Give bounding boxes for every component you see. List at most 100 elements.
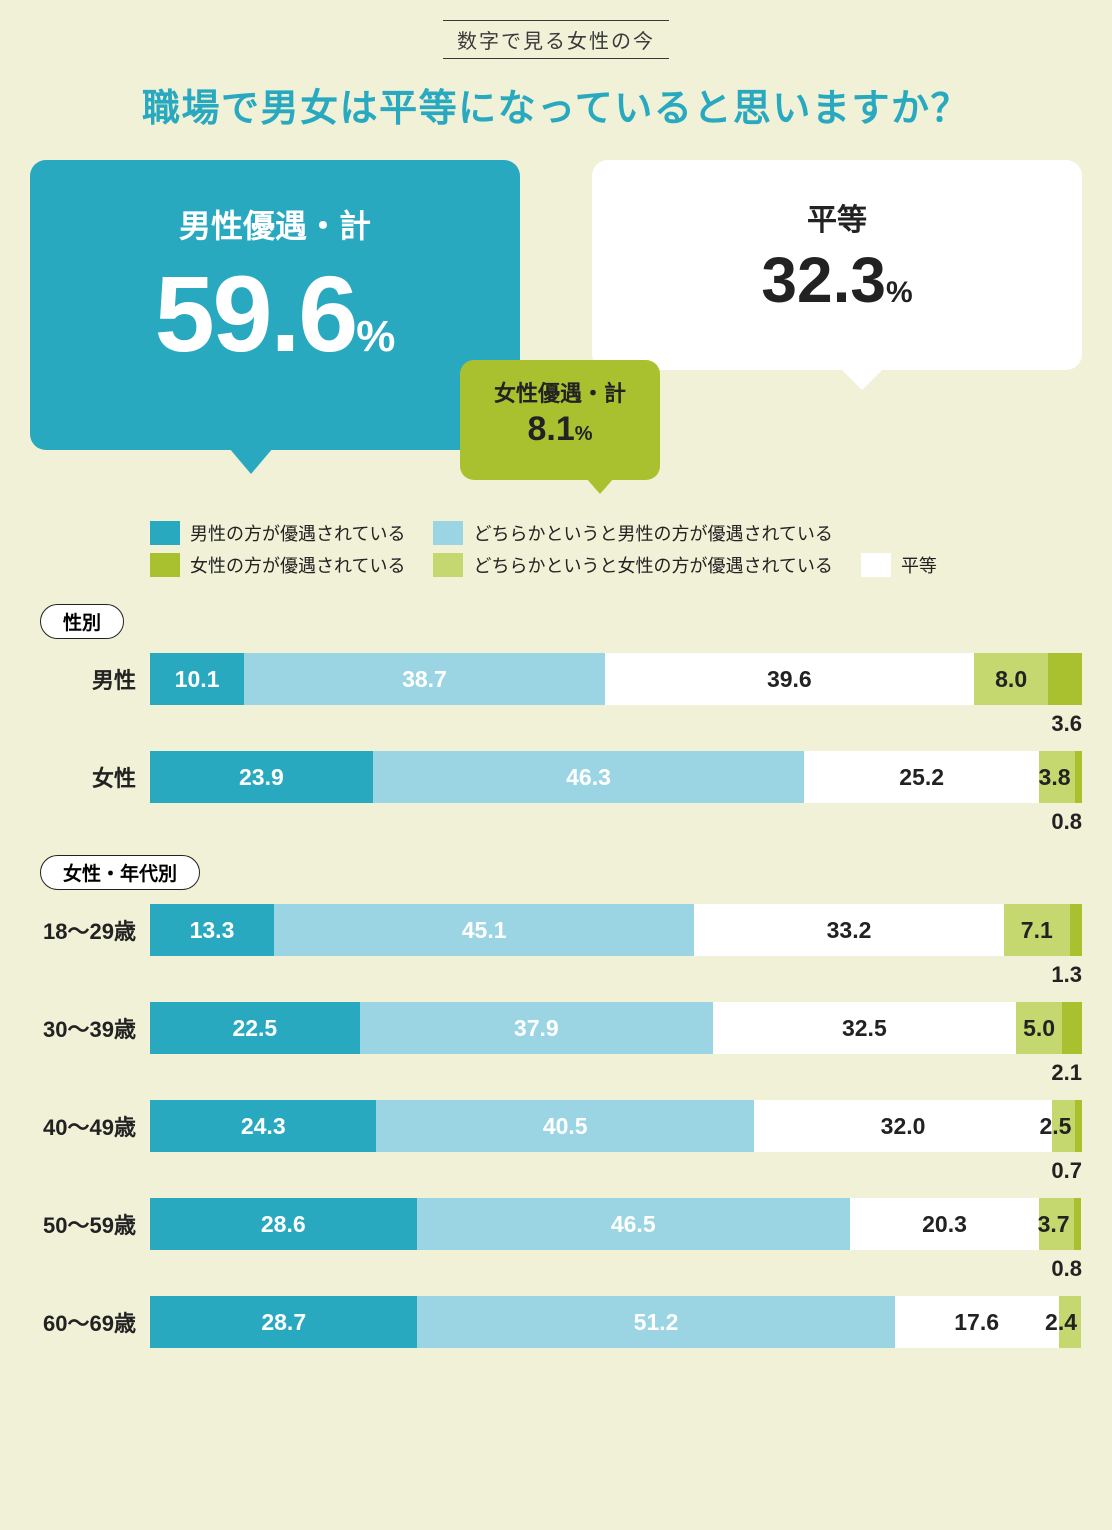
legend-item: どちらかというと女性の方が優遇されている bbox=[433, 552, 832, 578]
overflow-value-row: 1.3 bbox=[30, 962, 1082, 992]
overflow-value: 0.7 bbox=[1051, 1158, 1082, 1184]
stacked-bar: 24.340.532.02.5 bbox=[150, 1100, 1082, 1152]
bubble-pct: % bbox=[356, 312, 395, 361]
bar-segment: 3.8 bbox=[1039, 751, 1074, 803]
bar-segment: 17.6 bbox=[895, 1296, 1059, 1348]
legend-item: どちらかというと男性の方が優遇されている bbox=[433, 520, 953, 546]
bar-segment: 51.2 bbox=[417, 1296, 894, 1348]
overflow-value-row: 0.7 bbox=[30, 1158, 1082, 1188]
bar-segment: 20.3 bbox=[850, 1198, 1039, 1250]
bar-row: 女性23.946.325.23.8 bbox=[30, 751, 1082, 803]
bar-segment: 33.2 bbox=[694, 904, 1003, 956]
bubble-female-advantage: 女性優遇・計 8.1% bbox=[460, 360, 660, 480]
bar-row: 60～69歳28.751.217.62.4 bbox=[30, 1296, 1082, 1348]
legend-label: 男性の方が優遇されている bbox=[190, 520, 405, 546]
stacked-bar: 13.345.133.27.1 bbox=[150, 904, 1082, 956]
summary-bubbles: 男性優遇・計 59.6% 平等 32.3% 女性優遇・計 8.1% bbox=[30, 160, 1082, 510]
overflow-value-row: 0.8 bbox=[30, 809, 1082, 839]
main-question: 職場で男女は平等になっていると思いますか？ bbox=[30, 77, 1082, 132]
bar-segment: 24.3 bbox=[150, 1100, 376, 1152]
bubble-title: 平等 bbox=[592, 202, 1082, 240]
bar-segment: 32.5 bbox=[713, 1002, 1016, 1054]
overflow-value: 3.6 bbox=[1051, 711, 1082, 737]
bar-row: 40～49歳24.340.532.02.5 bbox=[30, 1100, 1082, 1152]
legend-item: 平等 bbox=[861, 552, 937, 578]
bar-segment: 32.0 bbox=[754, 1100, 1052, 1152]
legend-label: 平等 bbox=[901, 552, 937, 578]
bar-segment bbox=[1062, 1002, 1082, 1054]
bar-segment: 13.3 bbox=[150, 904, 274, 956]
bubble-value: 8.1 bbox=[527, 410, 574, 448]
bar-segment: 28.7 bbox=[150, 1296, 417, 1348]
section-pill: 女性・年代別 bbox=[40, 855, 200, 890]
bubble-value: 32.3 bbox=[761, 244, 886, 316]
bar-segment: 46.5 bbox=[417, 1198, 850, 1250]
header-tag: 数字で見る女性の今 bbox=[30, 20, 1082, 59]
stacked-bar: 23.946.325.23.8 bbox=[150, 751, 1082, 803]
bubble-male-advantage: 男性優遇・計 59.6% bbox=[30, 160, 520, 450]
bar-segment bbox=[1075, 751, 1082, 803]
bar-segment: 2.5 bbox=[1052, 1100, 1075, 1152]
legend-label: どちらかというと男性の方が優遇されている bbox=[473, 520, 832, 546]
bubble-value: 59.6 bbox=[155, 253, 357, 374]
bar-label: 18～29歳 bbox=[30, 914, 150, 946]
bar-segment: 28.6 bbox=[150, 1198, 417, 1250]
stacked-bar: 10.138.739.68.0 bbox=[150, 653, 1082, 705]
bar-label: 50～59歳 bbox=[30, 1208, 150, 1240]
bar-segment: 46.3 bbox=[373, 751, 805, 803]
bubble-equal: 平等 32.3% bbox=[592, 160, 1082, 370]
bar-segment: 8.0 bbox=[974, 653, 1049, 705]
bar-label: 30～39歳 bbox=[30, 1012, 150, 1044]
bar-segment: 25.2 bbox=[804, 751, 1039, 803]
bar-segment: 3.7 bbox=[1039, 1198, 1073, 1250]
bar-segment: 5.0 bbox=[1016, 1002, 1063, 1054]
bar-row: 30～39歳22.537.932.55.0 bbox=[30, 1002, 1082, 1054]
legend-swatch bbox=[433, 521, 463, 545]
legend-swatch bbox=[150, 553, 180, 577]
bubble-pct: % bbox=[575, 423, 593, 445]
legend-swatch bbox=[861, 553, 891, 577]
section-pill: 性別 bbox=[40, 604, 124, 639]
bubble-title: 女性優遇・計 bbox=[460, 380, 660, 408]
overflow-value-row: 3.6 bbox=[30, 711, 1082, 741]
overflow-value-row: 0.8 bbox=[30, 1256, 1082, 1286]
bar-segment: 40.5 bbox=[376, 1100, 753, 1152]
bar-segment bbox=[1074, 1198, 1081, 1250]
legend-swatch bbox=[433, 553, 463, 577]
legend-label: どちらかというと女性の方が優遇されている bbox=[473, 552, 832, 578]
overflow-value: 0.8 bbox=[1051, 809, 1082, 835]
bar-segment bbox=[1070, 904, 1082, 956]
bar-segment: 22.5 bbox=[150, 1002, 360, 1054]
bar-segment bbox=[1048, 653, 1082, 705]
bar-segment: 2.4 bbox=[1059, 1296, 1081, 1348]
bar-segment: 10.1 bbox=[150, 653, 244, 705]
overflow-value: 2.1 bbox=[1051, 1060, 1082, 1086]
legend-item: 女性の方が優遇されている bbox=[150, 552, 405, 578]
legend-swatch bbox=[150, 521, 180, 545]
bar-row: 男性10.138.739.68.0 bbox=[30, 653, 1082, 705]
bar-segment: 37.9 bbox=[360, 1002, 713, 1054]
bar-label: 60～69歳 bbox=[30, 1306, 150, 1338]
legend: 男性の方が優遇されている どちらかというと男性の方が優遇されている女性の方が優遇さ… bbox=[30, 520, 1082, 598]
bubble-pct: % bbox=[886, 276, 913, 309]
legend-item: 男性の方が優遇されている bbox=[150, 520, 405, 546]
stacked-bar: 22.537.932.55.0 bbox=[150, 1002, 1082, 1054]
bar-row: 50～59歳28.646.520.33.7 bbox=[30, 1198, 1082, 1250]
legend-label: 女性の方が優遇されている bbox=[190, 552, 405, 578]
bar-label: 40～49歳 bbox=[30, 1110, 150, 1142]
bar-segment bbox=[1075, 1100, 1082, 1152]
stacked-bar: 28.751.217.62.4 bbox=[150, 1296, 1082, 1348]
chart-sections: 性別男性10.138.739.68.03.6女性23.946.325.23.80… bbox=[30, 598, 1082, 1360]
header-tag-text: 数字で見る女性の今 bbox=[443, 20, 669, 59]
overflow-value: 1.3 bbox=[1051, 962, 1082, 988]
bubble-title: 男性優遇・計 bbox=[30, 206, 520, 246]
bar-label: 男性 bbox=[30, 663, 150, 695]
bar-segment: 7.1 bbox=[1004, 904, 1070, 956]
bar-label: 女性 bbox=[30, 761, 150, 793]
bar-segment: 38.7 bbox=[244, 653, 605, 705]
bar-segment: 23.9 bbox=[150, 751, 373, 803]
overflow-value-row: 2.1 bbox=[30, 1060, 1082, 1090]
bar-segment: 45.1 bbox=[274, 904, 694, 956]
bar-row: 18～29歳13.345.133.27.1 bbox=[30, 904, 1082, 956]
bar-segment: 39.6 bbox=[605, 653, 974, 705]
